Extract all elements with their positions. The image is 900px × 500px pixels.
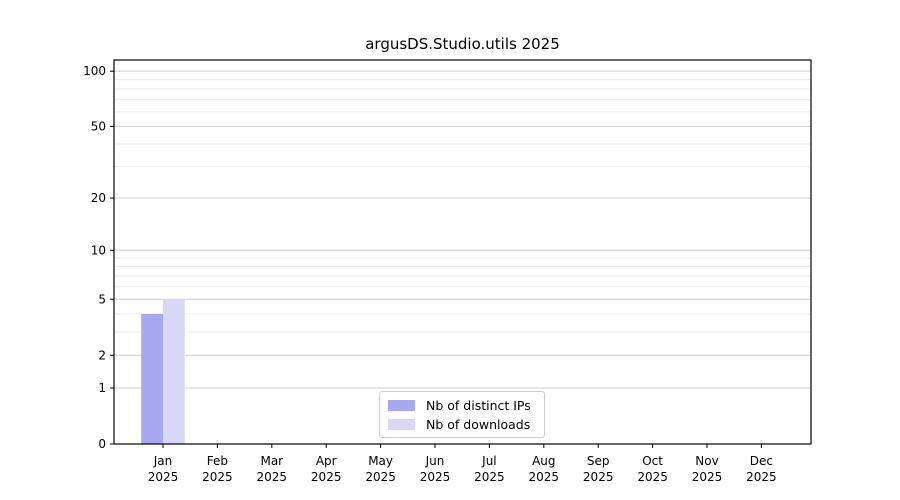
y-axis-tick-label: 50 (91, 119, 106, 133)
y-axis-tick-label: 0 (98, 437, 106, 451)
x-axis-tick-label-month: Sep (587, 454, 610, 468)
y-axis-tick-label: 10 (91, 243, 106, 257)
x-axis-tick-label-year: 2025 (202, 470, 233, 484)
plot-border (113, 59, 812, 445)
x-axis-tick-label-month: Mar (260, 454, 283, 468)
x-axis-tick-label-year: 2025 (148, 470, 179, 484)
y-axis-tick-label: 1 (98, 381, 106, 395)
x-axis-tick-label-month: Oct (642, 454, 663, 468)
x-axis-tick-label-year: 2025 (746, 470, 777, 484)
x-axis-tick-label-month: May (368, 454, 393, 468)
x-axis-tick-label-month: Nov (695, 454, 718, 468)
bar (163, 299, 185, 444)
x-axis-tick-label-month: Jul (481, 454, 496, 468)
x-axis-tick-label-month: Jan (153, 454, 173, 468)
legend-entry-downloads: Nb of downloads (388, 416, 535, 432)
x-axis-tick-label-month: Aug (532, 454, 555, 468)
legend-swatch-distinct-ips (388, 399, 415, 411)
legend-label-distinct-ips: Nb of distinct IPs (426, 397, 531, 413)
x-axis-tick-label-month: Jun (425, 454, 445, 468)
x-axis-tick-label-year: 2025 (529, 470, 560, 484)
legend-swatch-downloads (388, 418, 415, 430)
x-axis-tick-label-year: 2025 (474, 470, 505, 484)
x-axis-tick-label-year: 2025 (420, 470, 451, 484)
y-axis-tick-label: 20 (91, 191, 106, 205)
chart-legend: Nb of distinct IPs Nb of downloads (379, 391, 545, 438)
y-axis-tick-label: 2 (98, 348, 106, 362)
chart-title: argusDS.Studio.utils 2025 (365, 35, 560, 53)
legend-label-downloads: Nb of downloads (426, 416, 531, 432)
x-axis-tick-label-year: 2025 (311, 470, 342, 484)
x-axis-tick-label-year: 2025 (257, 470, 288, 484)
y-axis-tick-label: 100 (83, 64, 106, 78)
x-axis-tick-label-year: 2025 (637, 470, 668, 484)
x-axis-tick-label-year: 2025 (692, 470, 723, 484)
x-axis-tick-label-month: Feb (207, 454, 228, 468)
legend-entry-distinct-ips: Nb of distinct IPs (388, 397, 535, 413)
y-axis-tick-label: 5 (98, 292, 106, 306)
x-axis-tick-label-year: 2025 (365, 470, 396, 484)
x-axis-tick-label-month: Apr (316, 454, 337, 468)
x-axis-tick-label-year: 2025 (583, 470, 614, 484)
x-axis-tick-label-month: Dec (750, 454, 773, 468)
bar (141, 313, 163, 444)
